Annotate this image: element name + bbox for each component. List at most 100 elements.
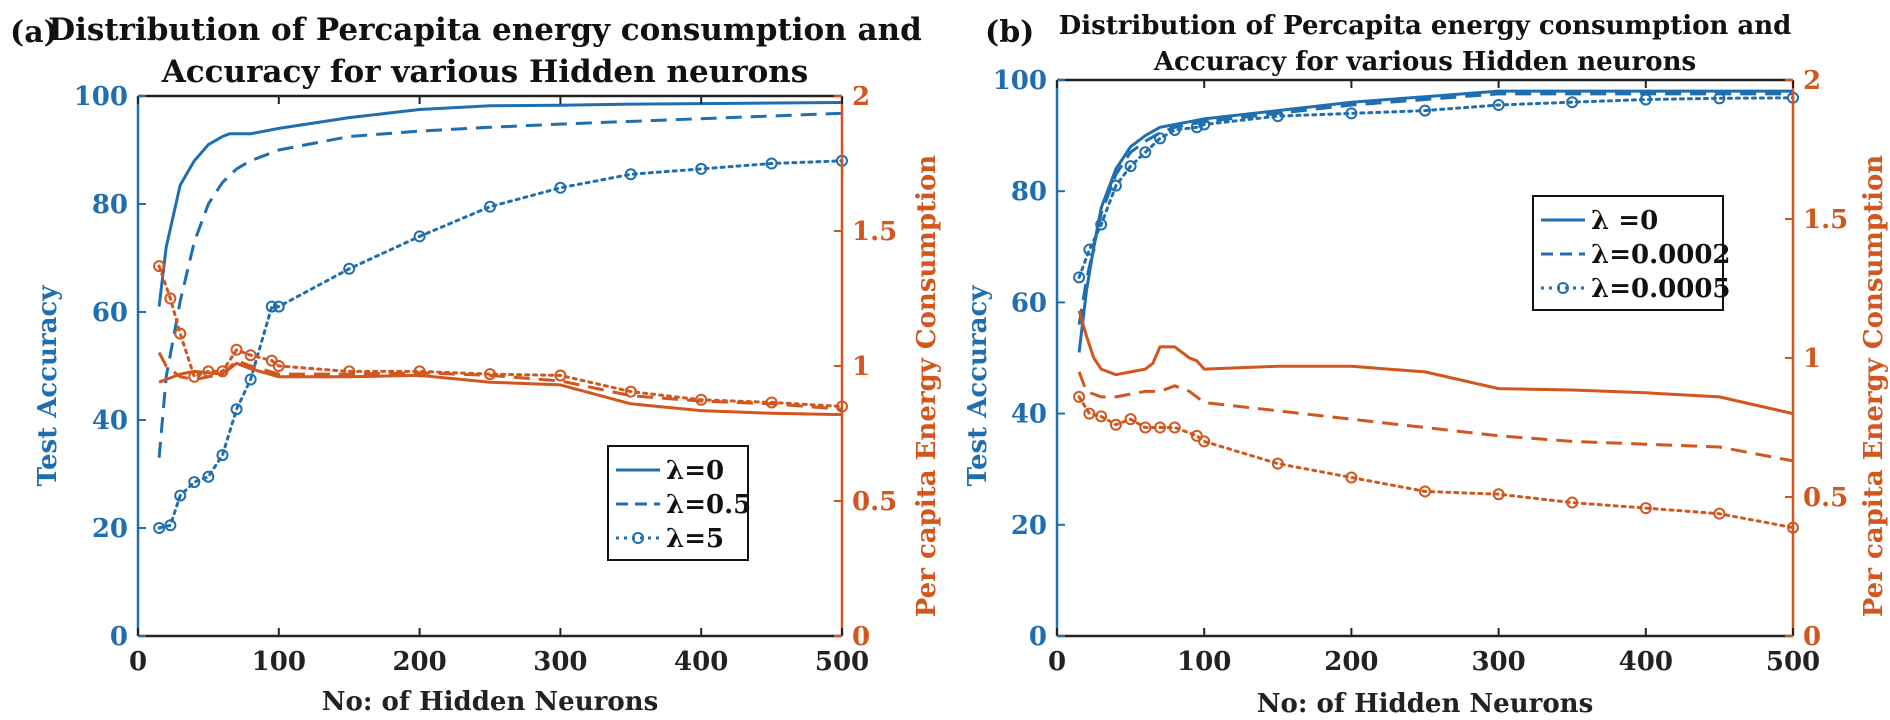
y-tick-label: 80 — [92, 190, 128, 220]
series-line-right-4 — [157, 351, 843, 411]
data-point — [230, 403, 243, 416]
data-point — [1639, 502, 1652, 515]
data-point — [230, 343, 243, 356]
series-line-left-1 — [157, 111, 843, 458]
data-point — [484, 200, 496, 213]
series-line-right-4 — [1077, 371, 1794, 463]
data-point — [1124, 413, 1137, 426]
legend-label: λ=0.0005 — [1591, 274, 1731, 304]
data-point — [1154, 421, 1167, 434]
x-tick-label: 200 — [1324, 647, 1378, 677]
data-point — [1492, 99, 1505, 112]
data-point — [554, 369, 567, 382]
chart-title-line-2: Accuracy for various Hidden neurons — [1153, 47, 1696, 77]
series-line-left-2 — [157, 159, 844, 530]
y-axis-label: Test Accuracy — [963, 285, 993, 487]
chart-title-line-1: Distribution of Percapita energy consump… — [1059, 11, 1792, 41]
x-tick-label: 300 — [533, 647, 587, 677]
data-point — [1109, 179, 1122, 192]
data-point — [188, 476, 201, 489]
x-axis-label: No: of Hidden Neurons — [1257, 689, 1593, 719]
data-point — [554, 181, 567, 194]
y2-tick-label: 1.5 — [852, 217, 897, 247]
data-point — [244, 373, 257, 386]
data-point — [624, 385, 637, 398]
data-point — [1419, 485, 1431, 498]
data-point — [484, 368, 496, 381]
y-tick-label: 100 — [74, 82, 128, 112]
x-tick-label: 400 — [674, 647, 728, 677]
y2-tick-label: 1 — [852, 352, 870, 382]
plot-axes — [136, 94, 844, 638]
y2-tick-label: 0 — [852, 622, 870, 652]
data-point — [1713, 92, 1726, 105]
y-tick-label: 20 — [1011, 511, 1047, 541]
data-point — [343, 365, 356, 378]
data-point — [1271, 110, 1284, 123]
plot-axes — [1055, 78, 1795, 638]
data-point — [413, 230, 426, 243]
x-tick-label: 0 — [1048, 647, 1066, 677]
data-point — [1073, 271, 1086, 284]
data-point — [1073, 390, 1086, 403]
data-point — [765, 396, 778, 409]
y2-tick-label: 1.5 — [1803, 205, 1848, 235]
legend-box — [607, 445, 749, 561]
y-tick-label: 60 — [1011, 288, 1047, 318]
x-tick-label: 200 — [392, 647, 446, 677]
data-point — [1095, 218, 1108, 231]
legend: λ =0 λ=0.0002 λ=0.0005 — [1532, 195, 1731, 311]
x-tick-label: 0 — [129, 647, 147, 677]
data-point — [765, 157, 778, 170]
y-tick-label: 60 — [92, 298, 128, 328]
x-tick-label: 400 — [1619, 647, 1673, 677]
data-point — [1154, 132, 1167, 145]
series-line-right-3 — [158, 361, 843, 417]
x-tick-label: 100 — [252, 647, 306, 677]
y2-axis-label: Per capita Energy Consumption — [912, 155, 942, 617]
data-point — [216, 449, 229, 462]
data-point — [1345, 107, 1358, 120]
data-point — [153, 260, 166, 273]
data-point — [244, 349, 257, 362]
panel-label: (b) — [985, 15, 1034, 50]
series-line-left-2 — [1077, 96, 1795, 279]
data-point — [695, 162, 708, 175]
y2-tick-label: 2 — [852, 82, 870, 112]
legend-marker — [1557, 282, 1569, 294]
x-axis-label: No: of Hidden Neurons — [322, 687, 658, 717]
chart-title-line-2: Accuracy for various Hidden neurons — [161, 54, 809, 90]
data-point — [202, 470, 215, 483]
chart-title-line-1: Distribution of Percapita energy consump… — [48, 12, 922, 48]
y-tick-label: 40 — [92, 406, 128, 436]
data-point — [188, 370, 201, 383]
data-point — [1190, 429, 1203, 442]
chart-panel-b: (b) Distribution of Percapita energy con… — [963, 11, 1889, 719]
series-line-right-5 — [157, 264, 844, 408]
y-tick-label: 0 — [1029, 622, 1047, 652]
data-point — [164, 292, 177, 305]
y2-tick-label: 0.5 — [1803, 483, 1848, 513]
data-point — [1083, 243, 1096, 256]
panel-label: (a) — [10, 15, 58, 50]
y2-tick-label: 2 — [1803, 66, 1821, 96]
x-tick-label: 100 — [1177, 647, 1231, 677]
data-point — [1198, 435, 1211, 448]
data-point — [1566, 496, 1579, 509]
y-tick-label: 80 — [1011, 177, 1047, 207]
data-point — [1190, 121, 1203, 134]
chart-panel-a: (a) Distribution of Percapita energy con… — [10, 12, 942, 717]
data-point — [216, 365, 229, 378]
y-tick-label: 20 — [92, 514, 128, 544]
y-tick-label: 100 — [993, 66, 1047, 96]
data-point — [1168, 421, 1181, 434]
data-point — [164, 519, 177, 532]
data-point — [695, 393, 708, 406]
series-line-right-3 — [1077, 310, 1794, 416]
data-point — [1639, 93, 1652, 106]
y2-tick-label: 1 — [1803, 344, 1821, 374]
data-point — [174, 489, 187, 502]
